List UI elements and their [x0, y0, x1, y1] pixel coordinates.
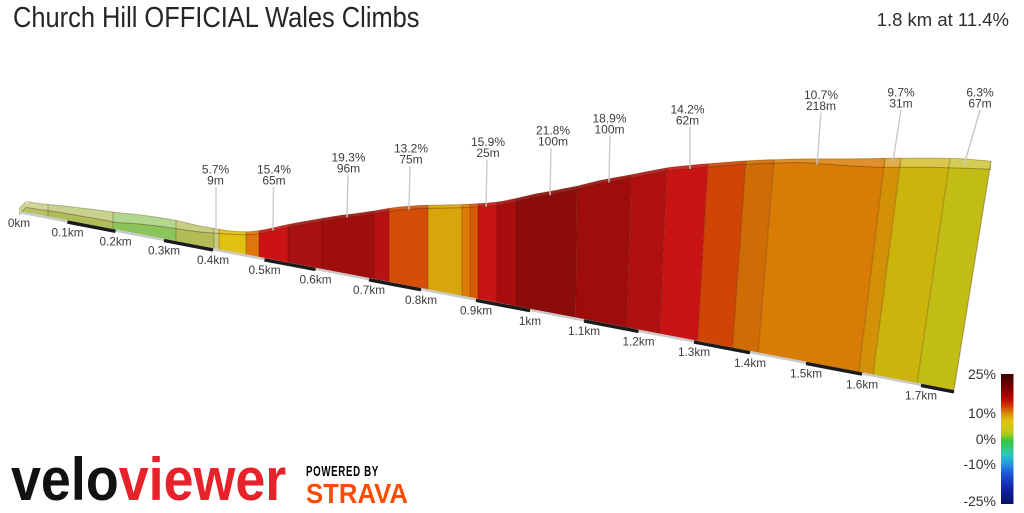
svg-text:65m: 65m [262, 174, 285, 188]
svg-text:0.5km: 0.5km [248, 263, 280, 277]
svg-text:100m: 100m [538, 135, 568, 149]
svg-text:1.6km: 1.6km [846, 377, 878, 391]
svg-text:-10%: -10% [963, 456, 996, 472]
svg-text:10%: 10% [968, 405, 996, 421]
svg-text:21.8%: 21.8% [536, 124, 570, 138]
svg-text:0km: 0km [8, 216, 30, 230]
svg-text:-25%: -25% [963, 493, 996, 509]
svg-text:13.2%: 13.2% [394, 142, 428, 156]
svg-text:0%: 0% [976, 431, 996, 447]
svg-text:96m: 96m [337, 162, 360, 176]
svg-text:75m: 75m [399, 153, 422, 167]
svg-text:0.1km: 0.1km [51, 225, 83, 239]
svg-text:0.6km: 0.6km [299, 273, 331, 287]
svg-text:5.7%: 5.7% [202, 163, 230, 177]
svg-text:9m: 9m [207, 174, 224, 188]
svg-text:6.3%: 6.3% [966, 86, 994, 100]
svg-text:1.5km: 1.5km [790, 367, 822, 381]
svg-text:25%: 25% [968, 366, 996, 382]
svg-text:14.2%: 14.2% [670, 103, 704, 117]
svg-text:100m: 100m [594, 123, 624, 137]
svg-text:0.9km: 0.9km [460, 304, 492, 318]
svg-text:1.2km: 1.2km [622, 335, 654, 349]
svg-text:31m: 31m [889, 97, 912, 111]
svg-text:0.4km: 0.4km [197, 253, 229, 267]
svg-text:25m: 25m [476, 146, 499, 160]
svg-text:1.3km: 1.3km [678, 345, 710, 359]
svg-text:0.8km: 0.8km [405, 293, 437, 307]
svg-text:15.9%: 15.9% [471, 135, 505, 149]
svg-text:1.4km: 1.4km [734, 356, 766, 370]
svg-text:1km: 1km [519, 314, 541, 328]
svg-text:0.7km: 0.7km [353, 283, 385, 297]
svg-text:218m: 218m [806, 99, 836, 113]
svg-text:67m: 67m [968, 97, 991, 111]
svg-text:62m: 62m [676, 114, 699, 128]
svg-text:10.7%: 10.7% [804, 88, 838, 102]
svg-text:19.3%: 19.3% [331, 151, 365, 165]
svg-text:1.1km: 1.1km [568, 324, 600, 338]
svg-text:9.7%: 9.7% [887, 86, 915, 100]
svg-text:15.4%: 15.4% [257, 163, 291, 177]
svg-text:18.9%: 18.9% [592, 112, 626, 126]
svg-text:0.2km: 0.2km [99, 235, 131, 249]
svg-text:1.7km: 1.7km [905, 389, 937, 403]
svg-text:0.3km: 0.3km [148, 244, 180, 258]
